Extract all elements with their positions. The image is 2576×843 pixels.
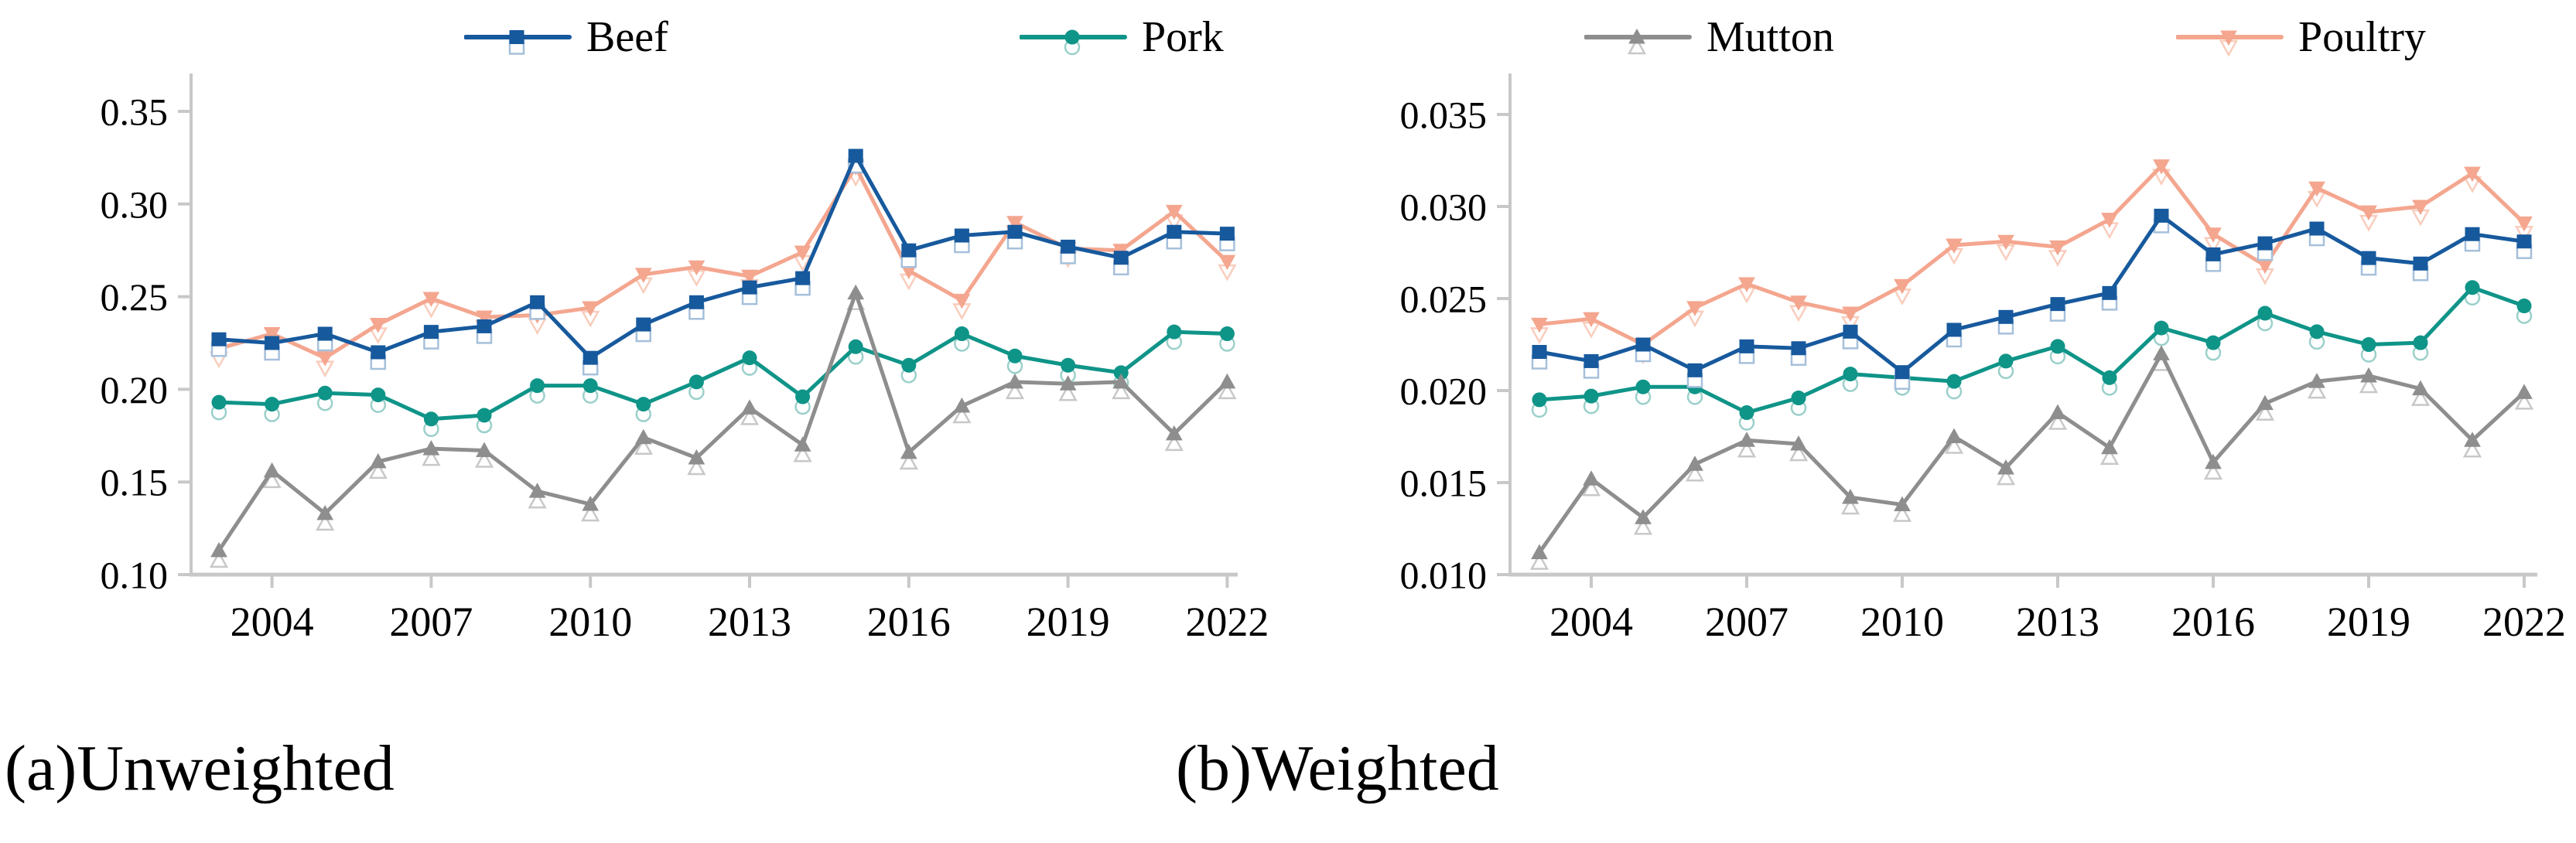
y-tick-label: 0.30 bbox=[101, 183, 169, 226]
legend-label-beef: Beef bbox=[586, 13, 668, 61]
y-tick-label: 0.15 bbox=[101, 461, 169, 504]
series-pork bbox=[210, 324, 1235, 437]
x-tick-label: 2004 bbox=[1549, 599, 1633, 645]
y-tick-label: 0.25 bbox=[101, 275, 169, 319]
x-tick-label: 2007 bbox=[389, 599, 473, 645]
y-tick-label: 0.35 bbox=[101, 90, 169, 134]
beef-marker-icon bbox=[464, 30, 572, 55]
caption-unweighted: (a)Unweighted bbox=[5, 732, 395, 804]
mutton-marker-icon bbox=[1584, 28, 1692, 55]
x-tick-label: 2022 bbox=[2482, 599, 2566, 645]
x-tick-label: 2007 bbox=[1705, 599, 1789, 645]
x-tick-label: 2019 bbox=[2327, 599, 2410, 645]
x-tick-label: 2016 bbox=[867, 599, 951, 645]
series-beef bbox=[210, 148, 1235, 376]
legend-label-mutton: Mutton bbox=[1707, 13, 1834, 61]
legend-item-poultry: Poultry bbox=[2176, 8, 2426, 67]
y-tick-label: 0.015 bbox=[1400, 462, 1488, 505]
y-tick-label: 0.020 bbox=[1400, 370, 1488, 413]
pork-marker-icon bbox=[1020, 29, 1127, 56]
y-tick-label: 0.035 bbox=[1400, 94, 1488, 137]
y-tick-label: 0.030 bbox=[1400, 186, 1488, 229]
y-tick-label: 0.10 bbox=[101, 554, 169, 597]
legend-label-pork: Pork bbox=[1142, 13, 1224, 61]
x-tick-label: 2022 bbox=[1185, 599, 1269, 645]
caption-weighted: (b)Weighted bbox=[1176, 732, 1499, 804]
x-tick-label: 2013 bbox=[2016, 599, 2099, 645]
x-tick-label: 2013 bbox=[708, 599, 791, 645]
x-tick-label: 2019 bbox=[1027, 599, 1110, 645]
poultry-marker-icon bbox=[2176, 30, 2284, 57]
series-mutton bbox=[1529, 345, 2534, 570]
x-axis-ticks: 2004 2007 2010 2013 2016 2019 2022 bbox=[231, 575, 1269, 645]
series-poultry bbox=[1529, 159, 2534, 365]
x-tick-label: 2004 bbox=[231, 599, 314, 645]
y-axis-ticks: 0.010 0.015 0.020 0.025 0.030 0.035 bbox=[1400, 94, 1510, 597]
x-axis-ticks: 2004 2007 2010 2013 2016 2019 2022 bbox=[1549, 575, 2566, 645]
legend-item-mutton: Mutton bbox=[1584, 8, 1834, 67]
axes bbox=[1508, 73, 2537, 577]
axes bbox=[190, 73, 1238, 577]
x-tick-label: 2016 bbox=[2171, 599, 2255, 645]
x-tick-label: 2010 bbox=[1860, 599, 1944, 645]
legend-item-beef: Beef bbox=[464, 8, 668, 67]
y-tick-label: 0.010 bbox=[1400, 554, 1488, 597]
y-tick-label: 0.20 bbox=[101, 368, 169, 411]
legend-item-pork: Pork bbox=[1020, 8, 1224, 67]
y-axis-ticks: 0.10 0.15 0.20 0.25 0.30 0.35 bbox=[101, 90, 191, 597]
series-pork bbox=[1531, 280, 2533, 431]
y-tick-label: 0.025 bbox=[1400, 278, 1488, 321]
x-tick-label: 2010 bbox=[548, 599, 632, 645]
series-mutton bbox=[209, 284, 1237, 568]
series-beef bbox=[1531, 208, 2533, 390]
legend-label-poultry: Poultry bbox=[2298, 13, 2426, 61]
